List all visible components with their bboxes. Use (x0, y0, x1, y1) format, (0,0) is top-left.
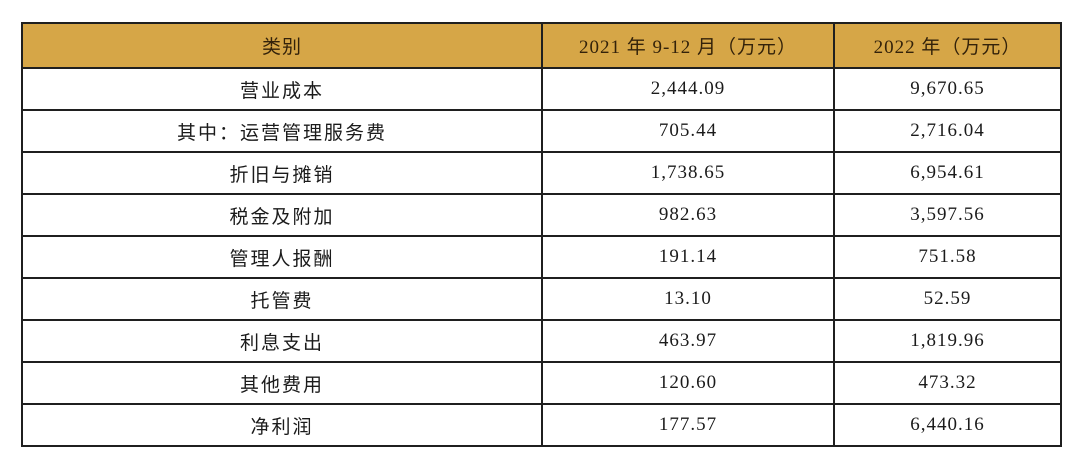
table-row: 托管费 13.10 52.59 (21, 277, 1062, 321)
header-cell-category: 类别 (21, 22, 543, 69)
category-cell: 营业成本 (21, 67, 543, 111)
header-cell-2021-period: 2021 年 9-12 月（万元） (541, 22, 835, 69)
category-cell: 净利润 (21, 403, 543, 447)
category-cell: 托管费 (21, 277, 543, 321)
category-cell: 税金及附加 (21, 193, 543, 237)
value-2021-cell: 1,738.65 (541, 151, 835, 195)
value-2021-cell: 705.44 (541, 109, 835, 153)
value-2022-cell: 2,716.04 (833, 109, 1062, 153)
value-2021-cell: 177.57 (541, 403, 835, 447)
table-row: 营业成本 2,444.09 9,670.65 (21, 67, 1062, 111)
category-cell: 管理人报酬 (21, 235, 543, 279)
table-row: 其中：运营管理服务费 705.44 2,716.04 (21, 109, 1062, 153)
category-cell: 折旧与摊销 (21, 151, 543, 195)
value-2022-cell: 751.58 (833, 235, 1062, 279)
category-cell: 其中：运营管理服务费 (21, 109, 543, 153)
table-row: 净利润 177.57 6,440.16 (21, 403, 1062, 447)
value-2021-cell: 2,444.09 (541, 67, 835, 111)
value-2022-cell: 9,670.65 (833, 67, 1062, 111)
value-2022-cell: 3,597.56 (833, 193, 1062, 237)
financial-table: 类别 2021 年 9-12 月（万元） 2022 年（万元） 营业成本 2,44… (21, 22, 1062, 447)
category-cell: 其他费用 (21, 361, 543, 405)
category-cell: 利息支出 (21, 319, 543, 363)
table-row: 折旧与摊销 1,738.65 6,954.61 (21, 151, 1062, 195)
value-2022-cell: 52.59 (833, 277, 1062, 321)
table-row: 其他费用 120.60 473.32 (21, 361, 1062, 405)
value-2022-cell: 6,440.16 (833, 403, 1062, 447)
value-2021-cell: 13.10 (541, 277, 835, 321)
table-body: 营业成本 2,444.09 9,670.65 其中：运营管理服务费 705.44 2,71… (21, 67, 1062, 447)
value-2021-cell: 982.63 (541, 193, 835, 237)
table-row: 利息支出 463.97 1,819.96 (21, 319, 1062, 363)
table-row: 税金及附加 982.63 3,597.56 (21, 193, 1062, 237)
value-2022-cell: 473.32 (833, 361, 1062, 405)
value-2022-cell: 1,819.96 (833, 319, 1062, 363)
header-row: 类别 2021 年 9-12 月（万元） 2022 年（万元） (21, 22, 1062, 69)
value-2021-cell: 120.60 (541, 361, 835, 405)
value-2021-cell: 463.97 (541, 319, 835, 363)
value-2021-cell: 191.14 (541, 235, 835, 279)
table-row: 管理人报酬 191.14 751.58 (21, 235, 1062, 279)
value-2022-cell: 6,954.61 (833, 151, 1062, 195)
header-cell-2022-year: 2022 年（万元） (833, 22, 1062, 69)
